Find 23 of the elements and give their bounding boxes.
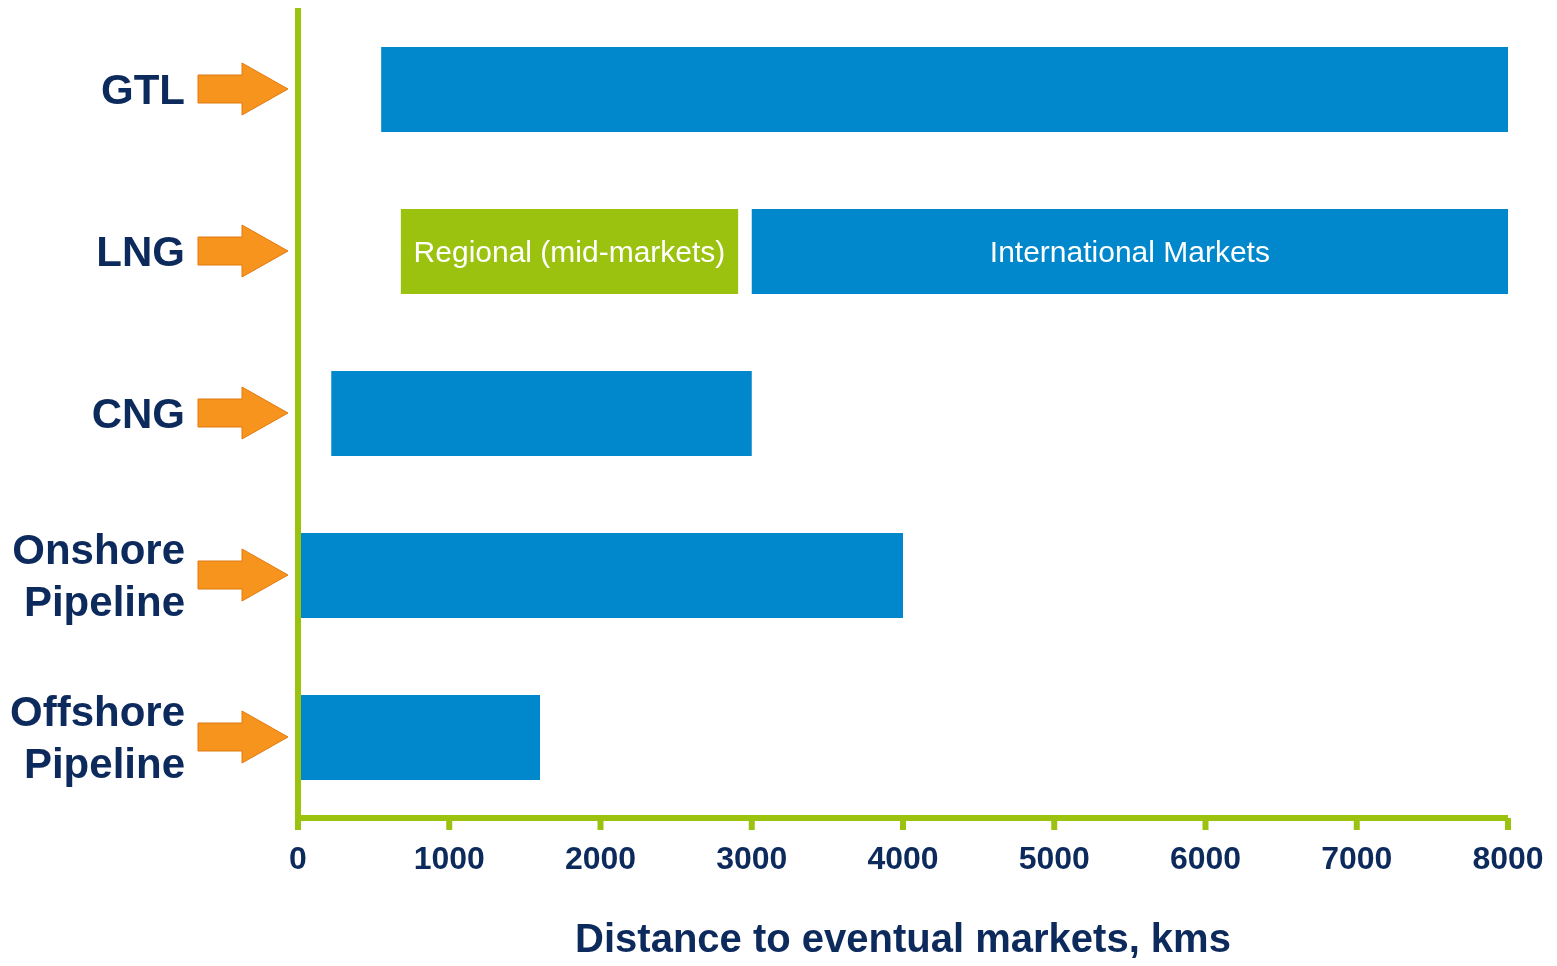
bar <box>298 533 903 618</box>
y-tick-label: LNG <box>96 227 185 275</box>
y-tick-label: Onshore Pipeline <box>12 525 185 625</box>
x-tick-label: 6000 <box>1169 839 1242 876</box>
x-tick-label: 3000 <box>716 839 788 876</box>
x-tick-label: 0 <box>289 839 307 876</box>
y-tick-label: Offshore Pipeline <box>9 687 185 787</box>
bar <box>331 371 752 456</box>
bar <box>381 47 1508 132</box>
bar <box>400 209 739 294</box>
bar <box>751 209 1508 294</box>
data-label: International Markets <box>989 235 1270 268</box>
data-label: Regional (mid-markets) <box>413 235 726 268</box>
x-axis-title: Distance to eventual markets, kms <box>575 916 1231 960</box>
x-tick-label: 2000 <box>564 839 637 876</box>
x-tick-label: 1000 <box>413 839 485 876</box>
x-tick-label: 7000 <box>1321 839 1393 876</box>
x-tick-label: 5000 <box>1018 839 1090 876</box>
x-tick-label: 4000 <box>867 839 939 876</box>
y-tick-label: GTL <box>101 65 185 113</box>
bar <box>298 695 540 780</box>
x-tick-label: 8000 <box>1472 839 1544 876</box>
y-tick-label: CNG <box>91 389 185 437</box>
